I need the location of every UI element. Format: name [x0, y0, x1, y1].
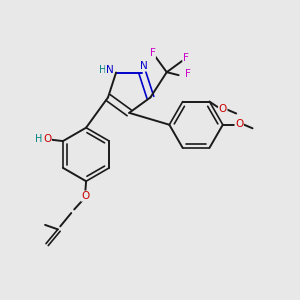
Text: N: N	[106, 64, 113, 74]
Text: H: H	[99, 64, 106, 74]
Text: O: O	[81, 191, 89, 201]
Text: F: F	[184, 69, 190, 79]
Text: N: N	[140, 61, 148, 71]
Text: O: O	[235, 119, 243, 129]
Text: F: F	[149, 48, 155, 58]
Text: F: F	[183, 53, 189, 63]
Text: H: H	[34, 134, 42, 144]
Text: O: O	[219, 104, 227, 114]
Text: O: O	[43, 134, 51, 144]
